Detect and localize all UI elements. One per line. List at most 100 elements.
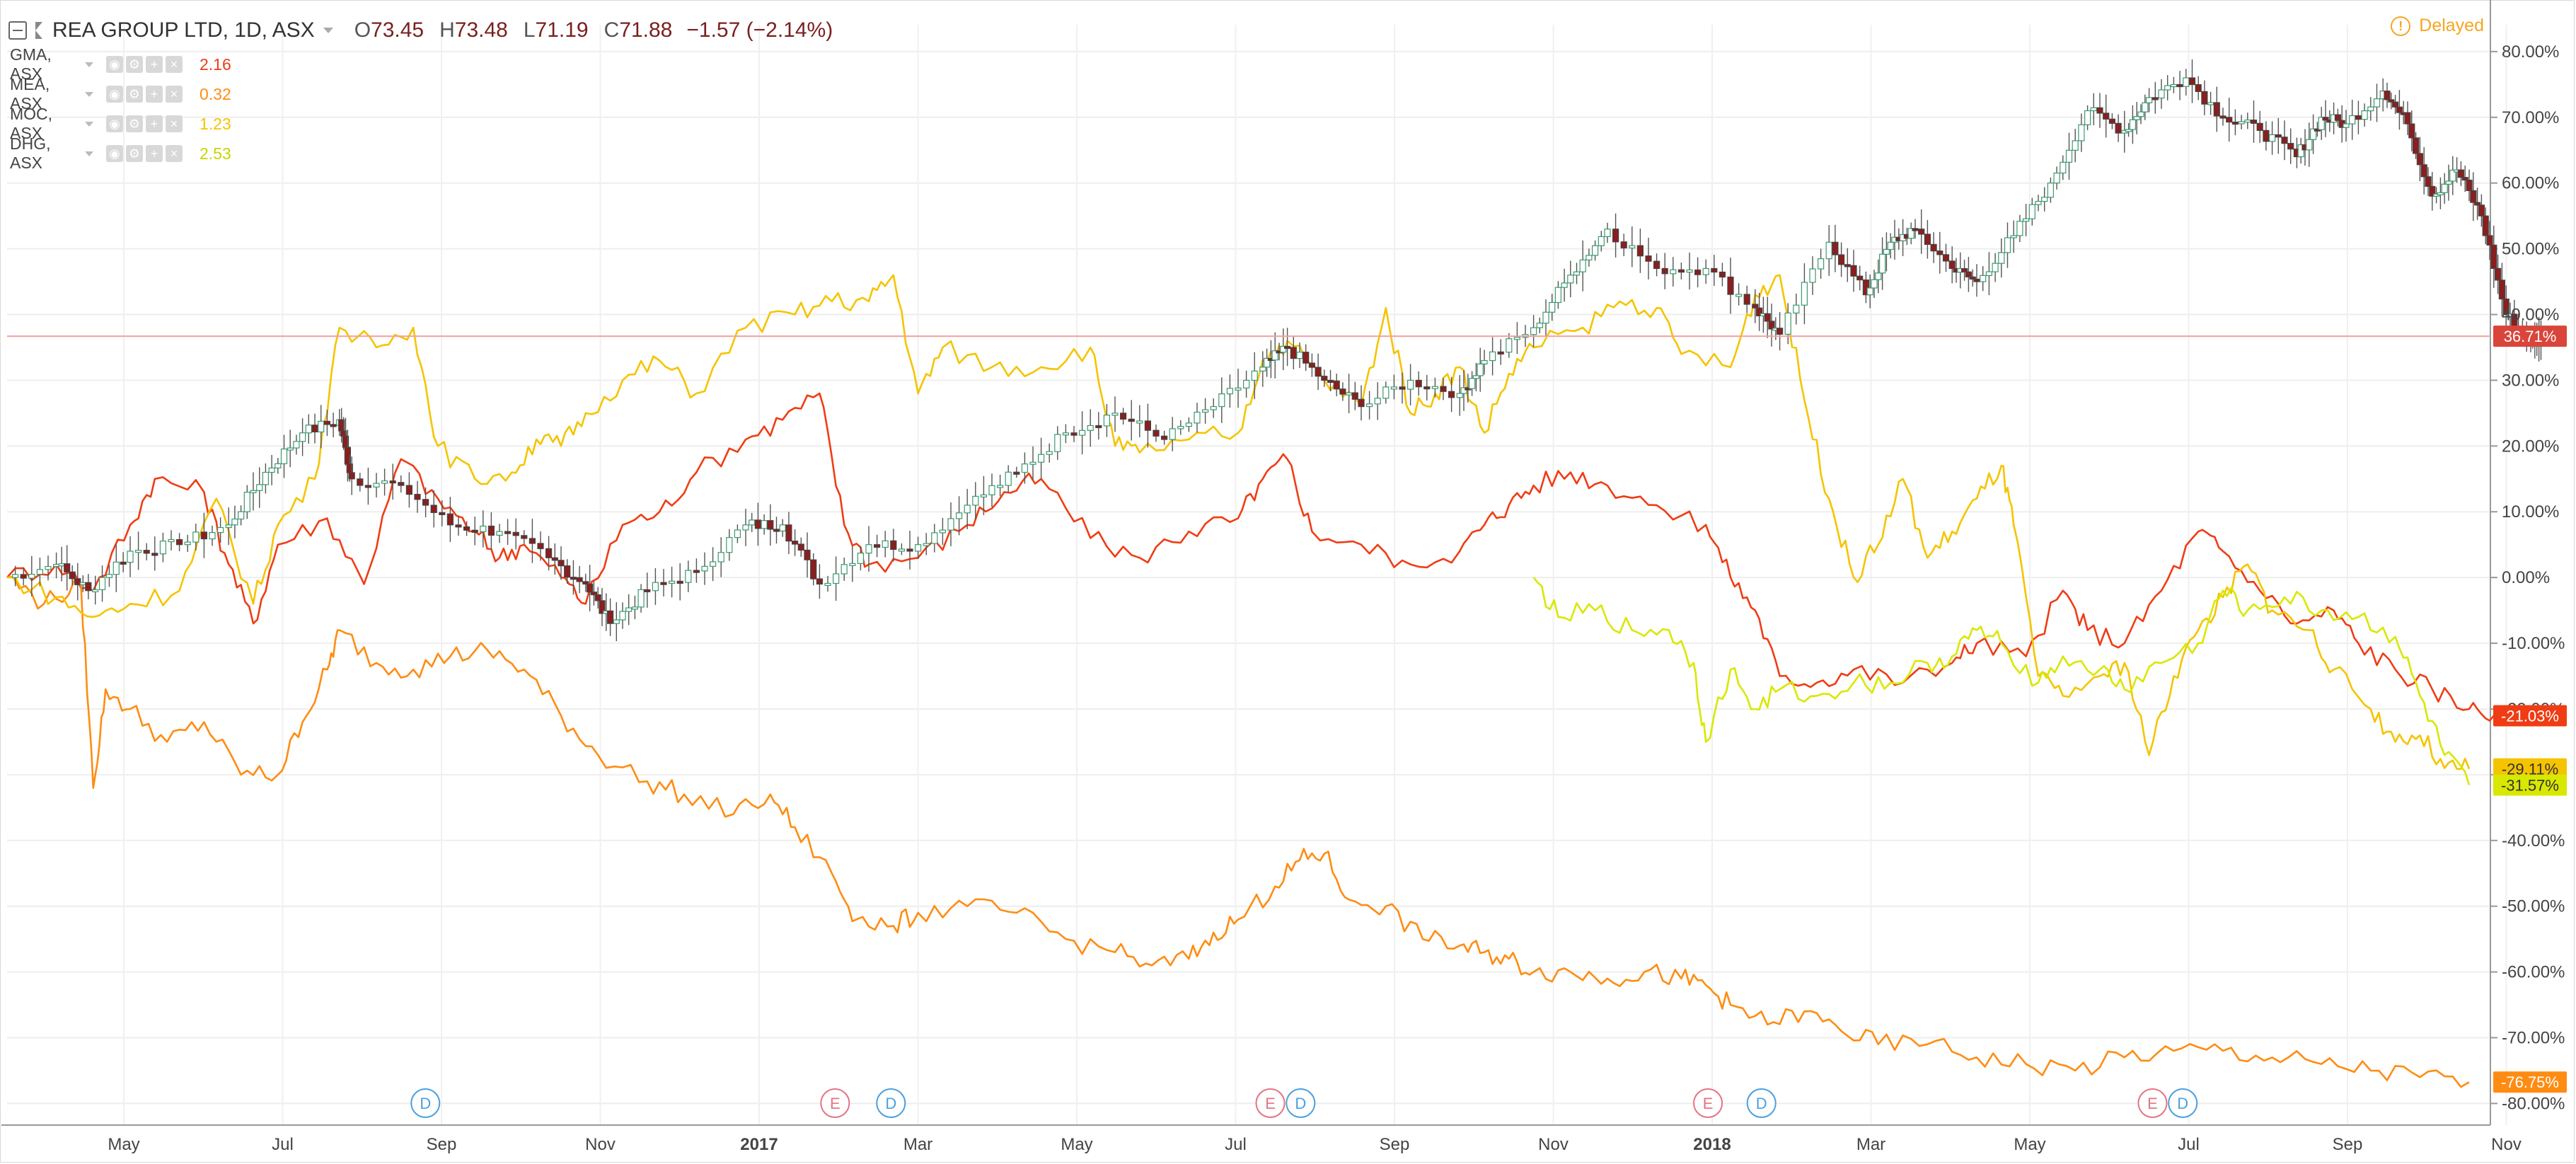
candle-body bbox=[599, 600, 606, 614]
candle-body bbox=[1506, 338, 1513, 353]
dividend-marker[interactable] bbox=[410, 1088, 441, 1118]
candle-body bbox=[2053, 172, 2060, 184]
close-icon[interactable]: × bbox=[166, 86, 183, 103]
gear-icon[interactable]: ⚙ bbox=[126, 115, 143, 132]
candle-body bbox=[1431, 386, 1439, 389]
event-marker-label: E bbox=[1703, 1095, 1714, 1112]
candle-body bbox=[1948, 260, 1956, 270]
candle-body bbox=[717, 552, 724, 563]
dividend-marker[interactable] bbox=[2168, 1088, 2198, 1118]
candle-body bbox=[323, 420, 330, 425]
candle-body bbox=[1290, 347, 1297, 359]
candle-body bbox=[1784, 312, 1791, 335]
candle-body bbox=[773, 529, 780, 532]
chevron-down-icon[interactable] bbox=[85, 91, 93, 97]
gear-icon[interactable]: ⚙ bbox=[126, 145, 143, 162]
eye-icon[interactable]: ◉ bbox=[106, 145, 123, 162]
candle-body bbox=[2355, 115, 2362, 120]
candle-body bbox=[105, 574, 113, 578]
chevron-down-icon[interactable] bbox=[85, 151, 93, 156]
legend-row-gma[interactable]: GMA, ASX ◉ ⚙ + × 2.16 bbox=[10, 45, 231, 83]
candle-body bbox=[551, 557, 558, 561]
earnings-marker[interactable] bbox=[2137, 1088, 2168, 1118]
close-icon[interactable]: × bbox=[166, 115, 183, 132]
chevron-down-icon[interactable] bbox=[85, 121, 93, 127]
candle-body bbox=[1251, 370, 1258, 381]
y-tick-label: 0.00% bbox=[2502, 568, 2550, 587]
legend-row-mea[interactable]: MEA, ASX ◉ ⚙ + × 0.32 bbox=[10, 75, 231, 113]
legend-row-dhg[interactable]: DHG, ASX ◉ ⚙ + × 2.53 bbox=[10, 134, 231, 172]
chevron-down-icon[interactable] bbox=[85, 62, 93, 67]
gear-icon[interactable]: ⚙ bbox=[126, 56, 143, 73]
event-marker-label: D bbox=[2177, 1095, 2188, 1112]
gear-icon[interactable]: ⚙ bbox=[126, 86, 143, 103]
earnings-marker[interactable] bbox=[1693, 1088, 1723, 1118]
candle-body bbox=[2125, 129, 2132, 132]
candle-body bbox=[1764, 313, 1771, 322]
candle-body bbox=[293, 441, 300, 449]
candle-body bbox=[1793, 304, 1800, 313]
candle-body bbox=[2238, 121, 2245, 125]
candle-body bbox=[1661, 267, 1668, 275]
candle-body bbox=[1339, 388, 1346, 395]
close-icon[interactable]: × bbox=[166, 56, 183, 73]
candle-body bbox=[1263, 357, 1271, 368]
collapse-icon[interactable] bbox=[8, 21, 27, 40]
candle-body bbox=[217, 526, 224, 534]
symbol-title[interactable]: REA GROUP LTD, 1D, ASX bbox=[52, 18, 315, 42]
candle-body bbox=[1711, 267, 1718, 273]
close-icon[interactable]: × bbox=[166, 145, 183, 162]
warning-circle-icon: ! bbox=[2391, 16, 2411, 36]
plus-icon[interactable]: + bbox=[146, 145, 163, 162]
chevron-down-icon[interactable] bbox=[323, 28, 333, 33]
eye-icon[interactable]: ◉ bbox=[106, 115, 123, 132]
eye-icon[interactable]: ◉ bbox=[106, 86, 123, 103]
candle-body bbox=[570, 577, 577, 580]
candle-body bbox=[1046, 451, 1053, 455]
legend-symbol[interactable]: MOC, ASX bbox=[10, 105, 53, 142]
candle-body bbox=[1087, 425, 1094, 431]
legend-symbol[interactable]: MEA, ASX bbox=[10, 75, 50, 113]
eye-icon[interactable]: ◉ bbox=[106, 56, 123, 73]
candle-body bbox=[2269, 134, 2276, 142]
candle-body bbox=[742, 524, 749, 531]
dividend-marker[interactable] bbox=[876, 1088, 906, 1118]
open-value: 73.45 bbox=[371, 18, 424, 42]
candle-body bbox=[1801, 282, 1808, 306]
earnings-marker[interactable] bbox=[820, 1088, 850, 1118]
legend-symbol[interactable]: GMA, ASX bbox=[10, 45, 52, 83]
candle-body bbox=[1530, 327, 1537, 335]
candle-body bbox=[2306, 139, 2313, 151]
candle-body bbox=[1866, 287, 1873, 296]
candle-body bbox=[906, 548, 913, 552]
candle-body bbox=[791, 541, 799, 545]
candle-body bbox=[890, 540, 897, 551]
legend-symbol[interactable]: DHG, ASX bbox=[10, 134, 51, 172]
candle-body bbox=[685, 570, 692, 583]
candle-body bbox=[1021, 463, 1029, 473]
legend-row-moc[interactable]: MOC, ASX ◉ ⚙ + × 1.23 bbox=[10, 105, 231, 142]
earnings-marker[interactable] bbox=[1255, 1088, 1286, 1118]
delayed-indicator[interactable]: ! Delayed bbox=[2391, 16, 2484, 36]
plus-icon[interactable]: + bbox=[146, 115, 163, 132]
candle-body bbox=[92, 589, 99, 592]
plus-icon[interactable]: + bbox=[146, 56, 163, 73]
y-tick-label: -70.00% bbox=[2502, 1029, 2565, 1048]
symbol-header: REA GROUP LTD, 1D, ASX O 73.45 H 73.48 L 71… bbox=[8, 13, 833, 48]
dividend-marker[interactable] bbox=[1746, 1088, 1777, 1118]
y-tick-label: 50.00% bbox=[2502, 240, 2559, 259]
candle-body bbox=[2425, 176, 2432, 188]
candle-body bbox=[2115, 122, 2122, 134]
candle-body bbox=[1489, 351, 1496, 362]
candle-body bbox=[2408, 123, 2415, 139]
dividend-marker[interactable] bbox=[1286, 1088, 1316, 1118]
candle-body bbox=[1128, 418, 1135, 422]
candle-body bbox=[1862, 280, 1869, 296]
plus-icon[interactable]: + bbox=[146, 86, 163, 103]
flag-icon[interactable] bbox=[35, 22, 42, 39]
candle-body bbox=[1825, 241, 1832, 260]
candle-body bbox=[625, 607, 633, 612]
